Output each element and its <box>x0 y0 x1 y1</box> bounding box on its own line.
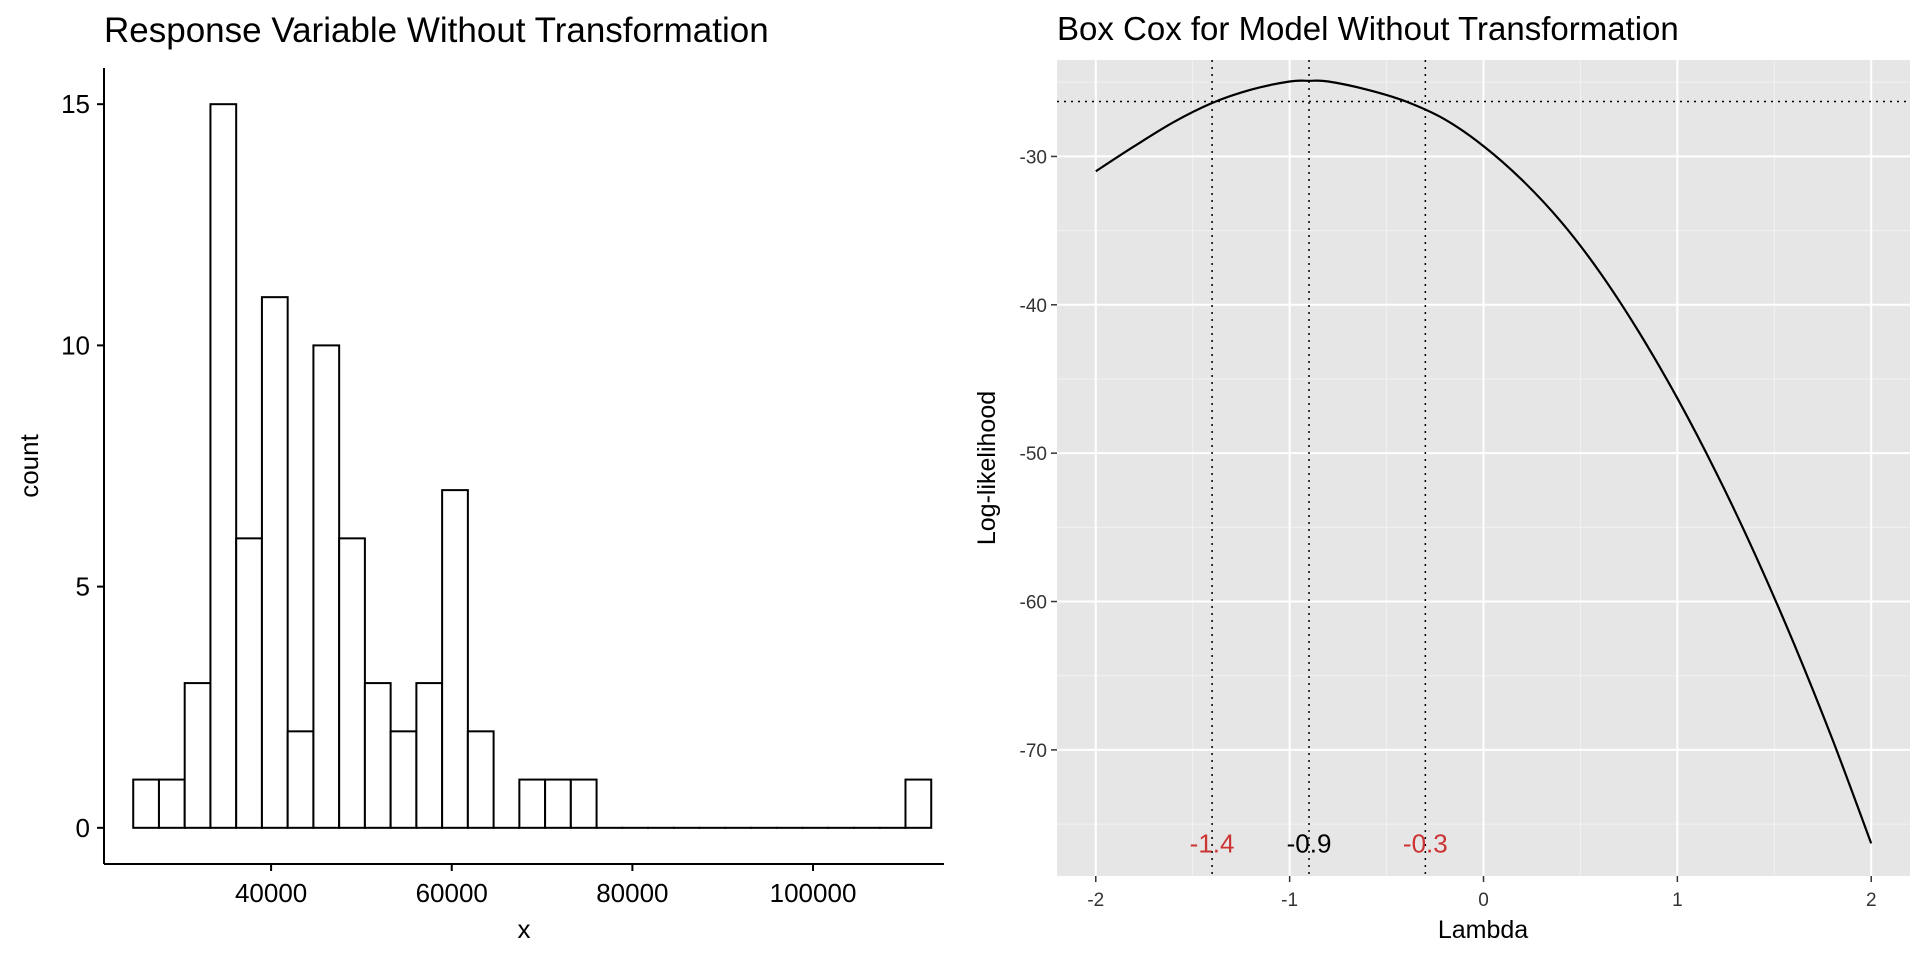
histogram-x-tick-label: 100000 <box>770 878 857 908</box>
histogram-bar <box>260 296 289 829</box>
histogram-bar <box>338 537 366 829</box>
boxcox-x-tick-label: 0 <box>1478 890 1489 911</box>
histogram-bar <box>466 730 495 829</box>
histogram-title: Response Variable Without Transformation <box>104 11 769 50</box>
histogram-bar <box>389 730 418 829</box>
histogram-bar <box>157 778 186 829</box>
histogram-x-tick-label: 40000 <box>235 878 307 908</box>
boxcox-title: Box Cox for Model Without Transformation <box>1057 10 1679 47</box>
histogram-bar <box>209 103 238 829</box>
histogram-bar <box>569 778 598 829</box>
boxcox-y-tick-label: -30 <box>1020 147 1047 168</box>
histogram-y-tick-label: 0 <box>76 813 90 843</box>
histogram-bars <box>132 103 933 829</box>
boxcox-lambda-labels: -1.4 -0.9 -0.3 <box>1190 828 1448 858</box>
boxcox-y-tick-label: -60 <box>1020 593 1047 614</box>
histogram-bar <box>904 778 933 829</box>
boxcox-x-tick-label: -1 <box>1281 890 1298 911</box>
histogram-bar <box>132 778 160 829</box>
histogram-x-tick-label: 80000 <box>596 878 668 908</box>
histogram-y-label: count <box>14 433 44 497</box>
boxcox-y-tick-label: -40 <box>1020 296 1047 317</box>
boxcox-y-ticks: -30 -40 -50 -60 -70 <box>1020 147 1057 762</box>
boxcox-lambda-label: -0.9 <box>1287 828 1332 858</box>
histogram-y-tick-label: 5 <box>76 572 90 602</box>
histogram-bar <box>312 344 341 829</box>
histogram-y-ticks: 0 5 10 15 <box>61 89 104 843</box>
histogram-bar <box>183 682 212 829</box>
boxcox-y-tick-label: -50 <box>1020 444 1047 465</box>
boxcox-grid <box>1057 60 1910 876</box>
histogram-bar <box>441 489 469 829</box>
boxcox-x-label: Lambda <box>1438 916 1528 944</box>
boxcox-y-label: Log-likelihood <box>973 391 1001 545</box>
histogram-panel: Response Variable Without Transformation… <box>14 11 944 944</box>
histogram-bar <box>363 682 392 829</box>
boxcox-x-tick-label: -2 <box>1087 890 1104 911</box>
boxcox-panel: Box Cox for Model Without Transformation… <box>973 10 1910 944</box>
boxcox-lambda-label: -1.4 <box>1190 828 1235 858</box>
histogram-x-label: x <box>518 914 531 944</box>
boxcox-reference-lines <box>1057 60 1910 876</box>
histogram-bar <box>235 537 263 829</box>
histogram-x-ticks: 40000 60000 80000 100000 <box>235 864 856 908</box>
histogram-y-tick-label: 15 <box>61 89 90 119</box>
histogram-y-tick-label: 10 <box>61 330 90 360</box>
boxcox-x-ticks: -2 -1 0 1 2 <box>1087 876 1877 911</box>
boxcox-y-tick-label: -70 <box>1020 741 1047 762</box>
boxcox-x-tick-label: 2 <box>1866 890 1877 911</box>
histogram-bar <box>518 778 547 829</box>
boxcox-x-tick-label: 1 <box>1672 890 1683 911</box>
boxcox-lambda-label: -0.3 <box>1403 828 1448 858</box>
histogram-bar <box>286 730 315 829</box>
boxcox-loglik-curve <box>1095 79 1873 844</box>
histogram-x-tick-label: 60000 <box>416 878 488 908</box>
histogram-bar <box>415 682 444 829</box>
histogram-bar <box>544 778 572 829</box>
